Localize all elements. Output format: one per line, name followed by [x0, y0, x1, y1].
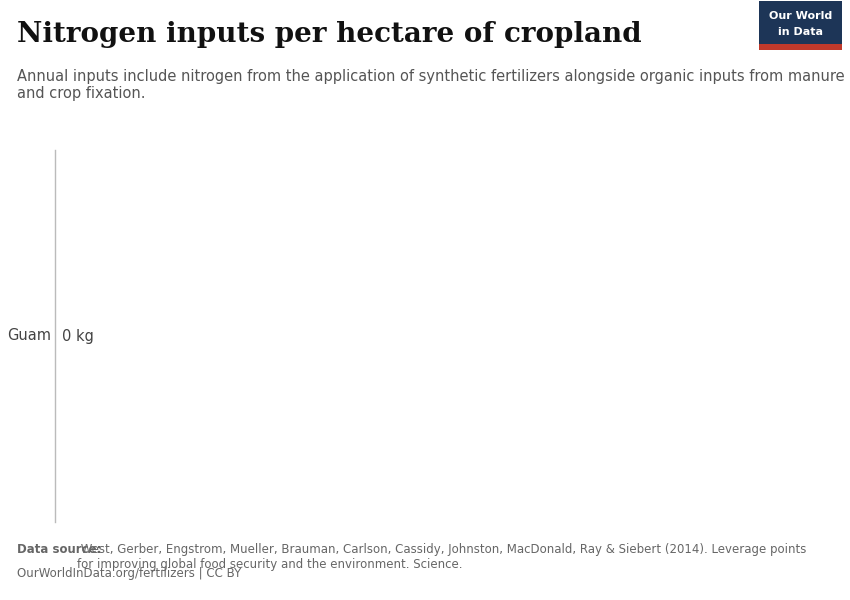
Text: Data source:: Data source:: [17, 543, 101, 556]
Text: Guam: Guam: [8, 329, 51, 343]
Text: in Data: in Data: [779, 28, 823, 37]
Text: Nitrogen inputs per hectare of cropland: Nitrogen inputs per hectare of cropland: [17, 21, 642, 48]
Text: Our World: Our World: [769, 11, 832, 22]
Text: 0 kg: 0 kg: [61, 329, 94, 343]
Text: Annual inputs include nitrogen from the application of synthetic fertilizers alo: Annual inputs include nitrogen from the …: [17, 69, 845, 101]
Text: OurWorldInData.org/fertilizers | CC BY: OurWorldInData.org/fertilizers | CC BY: [17, 567, 241, 580]
Text: West, Gerber, Engstrom, Mueller, Brauman, Carlson, Cassidy, Johnston, MacDonald,: West, Gerber, Engstrom, Mueller, Brauman…: [77, 543, 807, 571]
